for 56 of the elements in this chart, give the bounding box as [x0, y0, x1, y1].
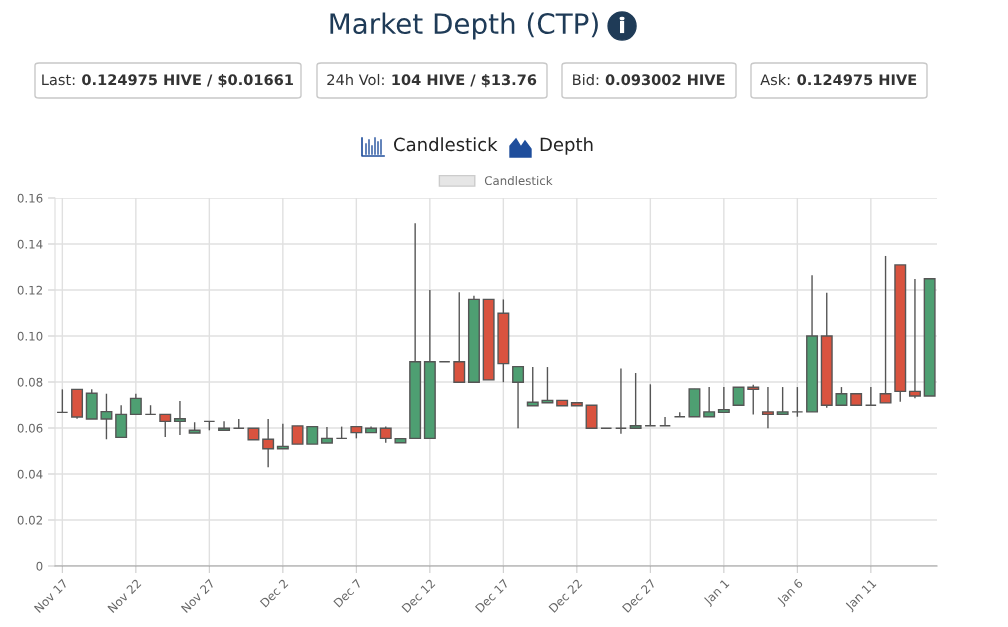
candlestick	[835, 386, 848, 406]
candlestick	[291, 425, 304, 445]
candlestick	[100, 393, 113, 440]
x-tick-label: Nov 17	[33, 578, 69, 614]
text: Last: 0.124975 HIVE / $0.01661	[42, 73, 293, 88]
candlestick	[614, 367, 627, 435]
candlestick	[173, 400, 186, 436]
x-tick-label: Dec 22	[548, 578, 583, 613]
y-tick-label: 0.04	[17, 469, 43, 479]
candlestick	[644, 383, 657, 427]
y-tick-label: 0.12	[17, 285, 43, 295]
text: Candlestick	[394, 137, 498, 152]
x-tick-label: Dec 27	[621, 578, 657, 613]
candlestick	[879, 255, 892, 404]
y-tick-label: 0	[36, 561, 43, 571]
x-tick-label: Jan 6	[776, 578, 805, 608]
candlestick	[629, 372, 642, 429]
x-tick-label: Jan 1	[702, 578, 732, 608]
x-tick-label: Nov 27	[180, 578, 216, 614]
candlestick	[776, 386, 789, 416]
y-tick-label: 0.08	[17, 377, 43, 387]
y-tick-label: 0.16	[17, 193, 43, 203]
x-tick-label: Dec 17	[475, 578, 510, 613]
text: Candlestick	[484, 175, 553, 186]
candlestick	[659, 416, 672, 427]
candlestick	[585, 404, 598, 429]
candlestick	[218, 420, 231, 431]
candlestick	[159, 413, 172, 438]
text: 24h Vol: 104 HIVE / $13.76	[327, 73, 537, 88]
candlestick	[453, 291, 466, 383]
candlestick	[717, 386, 730, 414]
candlestick	[512, 365, 525, 429]
candlestick	[791, 386, 804, 418]
candlestick	[761, 386, 774, 429]
chart-title: Market Depth (CTP)	[330, 12, 598, 40]
y-tick-label: 0.02	[17, 515, 43, 525]
text: Bid: 0.093002 HIVE	[573, 73, 725, 86]
x-tick-label: Jan 11	[844, 578, 879, 613]
x-tick-label: Dec 2	[259, 578, 289, 608]
x-tick-label: Nov 22	[107, 578, 142, 614]
y-tick-label: 0.14	[17, 239, 43, 249]
candlestick	[908, 278, 921, 400]
x-tick-label: Dec 7	[333, 578, 363, 608]
text: Ask: 0.124975 HIVE	[760, 73, 917, 86]
candlestick	[703, 386, 716, 418]
candlestick	[56, 388, 69, 414]
y-tick-label: 0.10	[17, 331, 43, 341]
y-tick-label: 0.06	[17, 423, 43, 433]
candlestick	[129, 393, 142, 416]
candlestick	[864, 386, 877, 406]
text: Depth	[540, 137, 593, 155]
x-tick-label: Dec 12	[401, 578, 436, 613]
candlestick	[262, 418, 275, 469]
candlestick	[320, 426, 333, 444]
candlestick	[747, 384, 760, 416]
candlestick	[115, 404, 128, 439]
